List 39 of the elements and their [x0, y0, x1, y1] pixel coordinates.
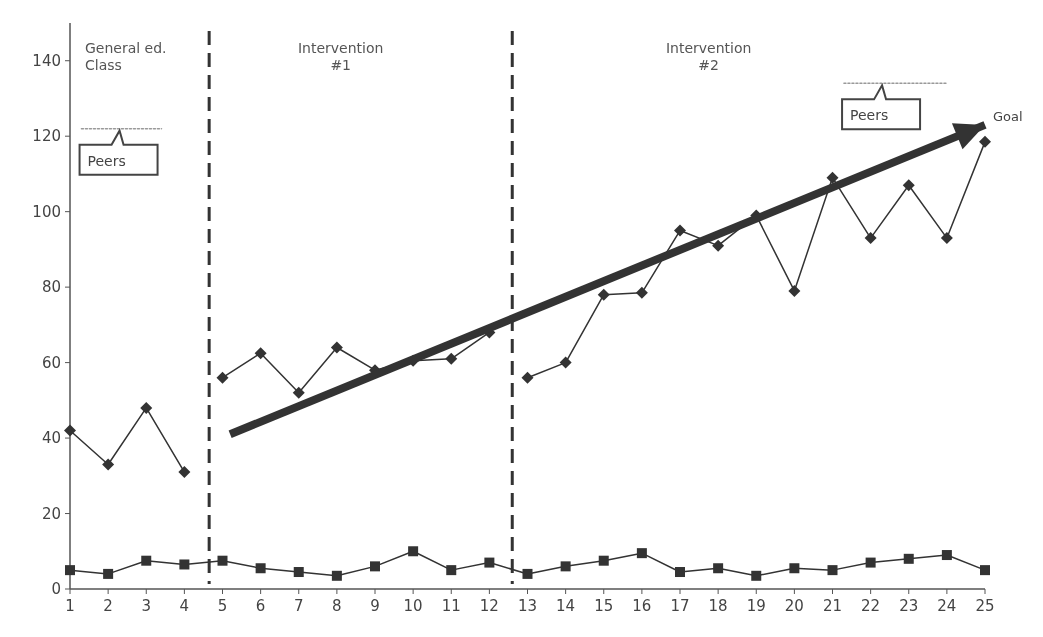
y-tick-label: 140	[32, 51, 61, 70]
x-tick-label: 13	[517, 597, 538, 615]
x-tick-label: 21	[822, 597, 843, 615]
x-tick-label: 12	[479, 597, 499, 615]
x-tick-label: 4	[179, 597, 190, 615]
y-tick-label: 40	[41, 429, 61, 448]
x-tick-label: 9	[370, 597, 380, 615]
annotation: Intervention #1	[297, 40, 384, 73]
x-tick-label: 15	[594, 597, 614, 615]
annotation: Peers	[850, 107, 889, 124]
x-tick-label: 3	[141, 597, 152, 615]
annotation: Goal	[993, 108, 1023, 124]
x-tick-label: 16	[632, 597, 652, 615]
y-tick-label: 20	[41, 504, 61, 523]
y-tick-label: 80	[41, 278, 61, 297]
x-tick-label: 10	[403, 597, 423, 615]
x-tick-label: 19	[746, 597, 766, 615]
annotation: Peers	[87, 152, 126, 169]
x-tick-label: 6	[255, 597, 266, 615]
annotation: General ed. Class	[85, 40, 167, 73]
x-tick-label: 18	[708, 597, 728, 615]
x-tick-label: 5	[217, 597, 228, 615]
x-tick-label: 1	[65, 597, 75, 615]
x-tick-label: 8	[332, 597, 342, 615]
x-tick-label: 25	[975, 597, 995, 615]
x-tick-label: 20	[784, 597, 804, 615]
x-tick-label: 7	[293, 597, 304, 615]
x-tick-label: 22	[861, 597, 881, 615]
x-tick-label: 14	[556, 597, 576, 615]
y-tick-label: 100	[32, 202, 61, 221]
annotation: Intervention #2	[665, 40, 752, 73]
y-tick-label: 0	[51, 580, 61, 598]
x-tick-label: 24	[937, 597, 957, 615]
x-tick-label: 11	[441, 597, 461, 615]
y-tick-label: 120	[32, 127, 61, 146]
x-tick-label: 2	[103, 597, 113, 615]
x-tick-label: 23	[899, 597, 919, 615]
x-tick-label: 17	[670, 597, 690, 615]
y-tick-label: 60	[41, 353, 61, 372]
